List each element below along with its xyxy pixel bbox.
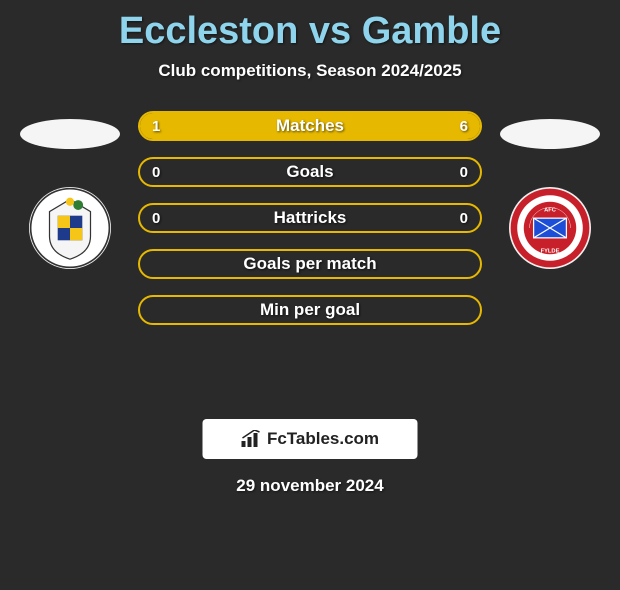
stat-label: Matches [140, 113, 480, 139]
stat-label: Goals per match [140, 251, 480, 277]
subtitle: Club competitions, Season 2024/2025 [0, 61, 620, 81]
stat-bar: 00Goals [138, 157, 482, 187]
brand-label: FcTables.com [267, 429, 379, 449]
stat-label: Hattricks [140, 205, 480, 231]
stat-bars: 16Matches 00Goals 00Hattricks Goals per mat… [138, 111, 482, 325]
right-team-column: AFC FYLDE [490, 111, 610, 269]
stat-label: Min per goal [140, 297, 480, 323]
svg-text:FYLDE: FYLDE [541, 249, 560, 255]
left-player-placeholder [20, 119, 120, 149]
stat-bar: Min per goal [138, 295, 482, 325]
stat-bar: 16Matches [138, 111, 482, 141]
brand-chart-icon [241, 430, 263, 448]
svg-text:AFC: AFC [544, 208, 556, 214]
stat-bar: 00Hattricks [138, 203, 482, 233]
brand-text: FcTables.com [241, 429, 379, 449]
brand-box: FcTables.com [203, 419, 418, 459]
left-team-crest [29, 187, 111, 269]
right-player-placeholder [500, 119, 600, 149]
right-team-crest: AFC FYLDE [509, 187, 591, 269]
page-title: Eccleston vs Gamble [0, 10, 620, 53]
left-team-column [10, 111, 130, 269]
date-label: 29 november 2024 [236, 476, 383, 496]
stat-bar: Goals per match [138, 249, 482, 279]
comparison-content: AFC FYLDE 16Matches 00Goals 00Hattricks Goa… [0, 111, 620, 451]
stat-label: Goals [140, 159, 480, 185]
